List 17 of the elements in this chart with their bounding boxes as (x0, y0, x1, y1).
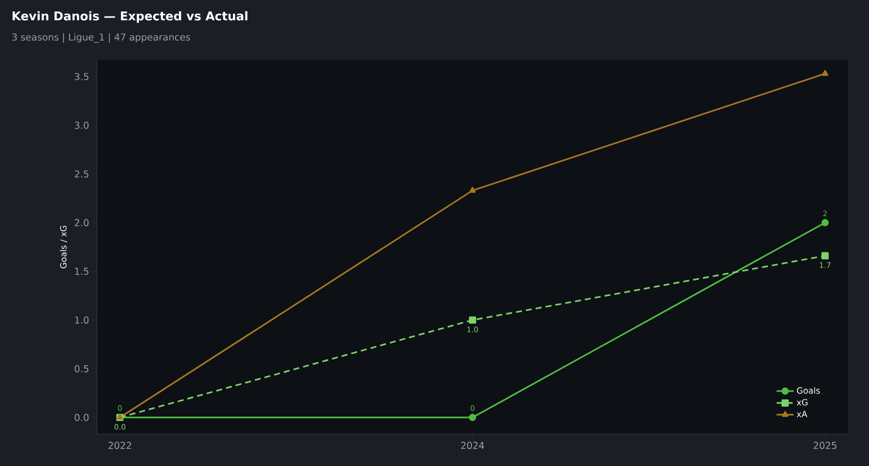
y-tick-label: 2.0 (74, 219, 89, 226)
y-axis-title: Goals / xG (60, 226, 68, 268)
y-tick-label: 2.5 (74, 170, 88, 178)
y-tick-label: 1.0 (75, 316, 89, 324)
legend-label: xG (796, 399, 808, 406)
legend-label: Goals (796, 387, 820, 394)
chart-title: Kevin Danois — Expected vs Actual (12, 11, 248, 23)
y-tick-label: 0.0 (74, 414, 89, 422)
x-tick-label: 2022 (108, 442, 132, 449)
chart-subtitle: 3 seasons | Ligue_1 | 47 appearances (12, 33, 190, 43)
y-tick-label: 1.5 (75, 268, 88, 275)
y-tick-label: 0.5 (74, 365, 88, 372)
y-tick-label: 3.5 (74, 72, 88, 80)
x-tick-label: 2025 (814, 442, 836, 449)
legend-label: xA (796, 410, 808, 418)
y-tick-label: 3.0 (74, 122, 89, 129)
x-tick-label: 2024 (461, 442, 484, 449)
